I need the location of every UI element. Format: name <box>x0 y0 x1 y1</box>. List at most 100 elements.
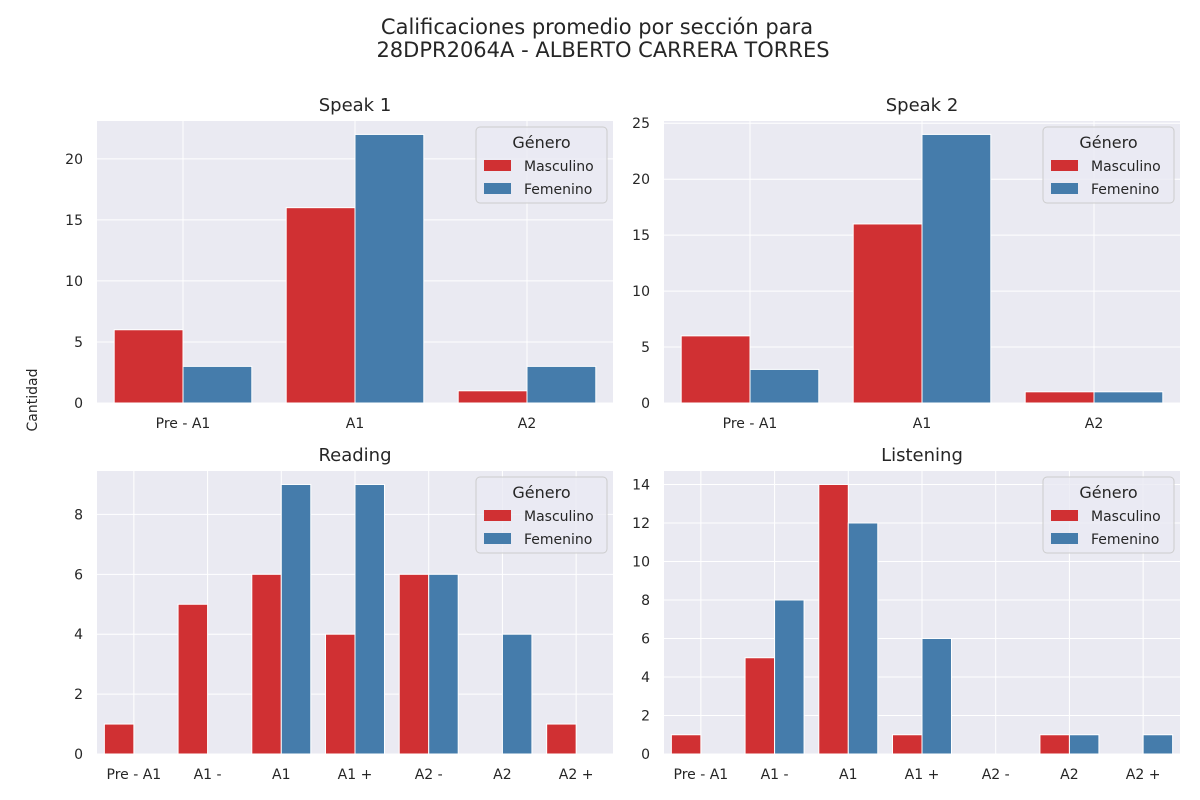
legend: Género Masculino Femenino <box>475 476 608 554</box>
bar-masculino-a1 <box>852 223 923 404</box>
legend-swatch-masculino <box>1051 510 1078 521</box>
y-tick-label: 2 <box>74 687 83 703</box>
bar-masculino-a1 <box>744 657 776 755</box>
bar-femenino-a2 <box>1068 734 1100 755</box>
x-tick-label: A2 - <box>415 767 443 783</box>
panel-title: Speak 2 <box>886 95 959 116</box>
bar-femenino-a2 <box>501 633 533 755</box>
y-tick-label: 0 <box>74 747 83 763</box>
bar-masculino-pre-a1 <box>103 723 135 755</box>
y-tick-label: 8 <box>641 593 650 609</box>
x-tick-label: A1 - <box>761 767 789 783</box>
legend: Género Masculino Femenino <box>475 126 608 204</box>
x-tick-label: A2 <box>1060 767 1078 783</box>
y-tick-label: 25 <box>632 116 650 132</box>
y-tick-label: 10 <box>65 274 83 290</box>
bar-masculino-a1 <box>325 633 356 755</box>
y-tick-label: 6 <box>74 567 83 583</box>
figure-title-line1: Calificaciones promedio por sección para <box>381 15 813 39</box>
legend-title: Género <box>1079 133 1137 152</box>
x-tick-label: A1 <box>839 767 857 783</box>
panel-reading: 0 2 4 6 8 Pre - A1 A1 - A1 A1 + A2 - A2 A2 + Reading… <box>74 445 613 783</box>
x-tick-label: A2 <box>518 416 536 432</box>
bar-femenino-a1 <box>774 599 805 755</box>
y-tick-label: 4 <box>641 670 650 686</box>
legend-swatch-femenino <box>1051 183 1078 194</box>
x-tick-label: Pre - A1 <box>156 416 211 432</box>
bar-femenino-a1 <box>847 522 879 755</box>
x-tick-label: A2 + <box>1126 767 1161 783</box>
bar-masculino-a2 <box>546 723 577 755</box>
bar-masculino-a2 <box>457 390 528 404</box>
panel-title: Reading <box>318 445 391 466</box>
bar-femenino-a1 <box>921 133 992 404</box>
x-tick-label: A1 <box>913 416 931 432</box>
panel-listening: 0 2 4 6 8 10 12 14 Pre - A1 A1 - A1 A1 + A2 - A2 A2 + L… <box>632 445 1180 783</box>
bar-masculino-pre-a1 <box>680 335 751 404</box>
y-tick-label: 0 <box>641 747 650 763</box>
bar-masculino-a2 <box>1024 391 1095 404</box>
y-tick-label: 15 <box>632 228 650 244</box>
bar-femenino-a1 <box>354 483 385 755</box>
panel-speak-2: 0 5 10 15 20 25 Pre - A1 A1 A2 Speak 2 Género Mascu… <box>632 95 1180 432</box>
bar-masculino-a1 <box>818 483 849 755</box>
x-tick-label: A1 + <box>905 767 940 783</box>
legend-label-femenino: Femenino <box>1091 532 1159 548</box>
legend-title: Género <box>512 133 570 152</box>
x-tick-label: Pre - A1 <box>107 767 162 783</box>
y-tick-label: 20 <box>65 152 83 168</box>
legend: Género Masculino Femenino <box>1042 126 1175 204</box>
y-axis-label: Cantidad <box>25 369 41 432</box>
bar-femenino-a1 <box>354 133 425 404</box>
x-tick-label: A2 <box>493 767 511 783</box>
bar-masculino-a1 <box>285 207 356 404</box>
legend-label-masculino: Masculino <box>1091 159 1161 175</box>
x-tick-label: A2 <box>1085 416 1103 432</box>
x-tick-label: A1 - <box>194 767 222 783</box>
legend-title: Género <box>512 483 570 502</box>
y-tick-label: 0 <box>641 396 650 412</box>
y-tick-label: 12 <box>632 516 650 532</box>
x-tick-label: A1 <box>346 416 364 432</box>
y-tick-label: 0 <box>74 396 83 412</box>
bar-masculino-a1 <box>251 573 282 755</box>
legend-swatch-masculino <box>1051 160 1078 171</box>
bar-masculino-a1 <box>892 734 923 755</box>
y-tick-label: 8 <box>74 507 83 523</box>
legend-swatch-femenino <box>484 183 511 194</box>
bar-femenino-a2 <box>1093 391 1164 404</box>
x-tick-label: Pre - A1 <box>674 767 729 783</box>
bar-masculino-a2 <box>1039 734 1070 755</box>
x-tick-label: A1 + <box>338 767 373 783</box>
bar-femenino-a1 <box>280 483 312 755</box>
bar-masculino-pre-a1 <box>113 329 184 404</box>
legend: Género Masculino Femenino <box>1042 476 1175 554</box>
y-tick-label: 5 <box>641 340 650 356</box>
bar-femenino-pre-a1 <box>749 368 820 404</box>
y-tick-label: 2 <box>641 708 650 724</box>
panel-title: Speak 1 <box>319 95 392 116</box>
legend-label-femenino: Femenino <box>524 532 592 548</box>
legend-swatch-femenino <box>484 533 511 544</box>
y-tick-label: 10 <box>632 554 650 570</box>
y-tick-label: 15 <box>65 213 83 229</box>
y-tick-label: 4 <box>74 627 83 643</box>
legend-swatch-masculino <box>484 510 511 521</box>
bar-masculino-pre-a1 <box>670 734 702 755</box>
x-tick-label: A2 - <box>982 767 1010 783</box>
bar-masculino-a2 <box>398 573 430 755</box>
y-tick-label: 10 <box>632 284 650 300</box>
legend-label-masculino: Masculino <box>1091 509 1161 525</box>
legend-title: Género <box>1079 483 1137 502</box>
bar-femenino-a2 <box>1142 734 1174 755</box>
y-tick-label: 6 <box>641 631 650 647</box>
y-tick-label: 5 <box>74 335 83 351</box>
legend-swatch-masculino <box>484 160 511 171</box>
legend-label-masculino: Masculino <box>524 509 594 525</box>
figure-title-line2: 28DPR2064A - ALBERTO CARRERA TORRES <box>376 38 829 62</box>
legend-label-masculino: Masculino <box>524 159 594 175</box>
bar-masculino-a1 <box>177 603 209 755</box>
bar-femenino-pre-a1 <box>182 365 253 404</box>
panel-speak-1: 0 5 10 15 20 Pre - A1 A1 A2 Speak 1 Género Masculi… <box>65 95 613 432</box>
